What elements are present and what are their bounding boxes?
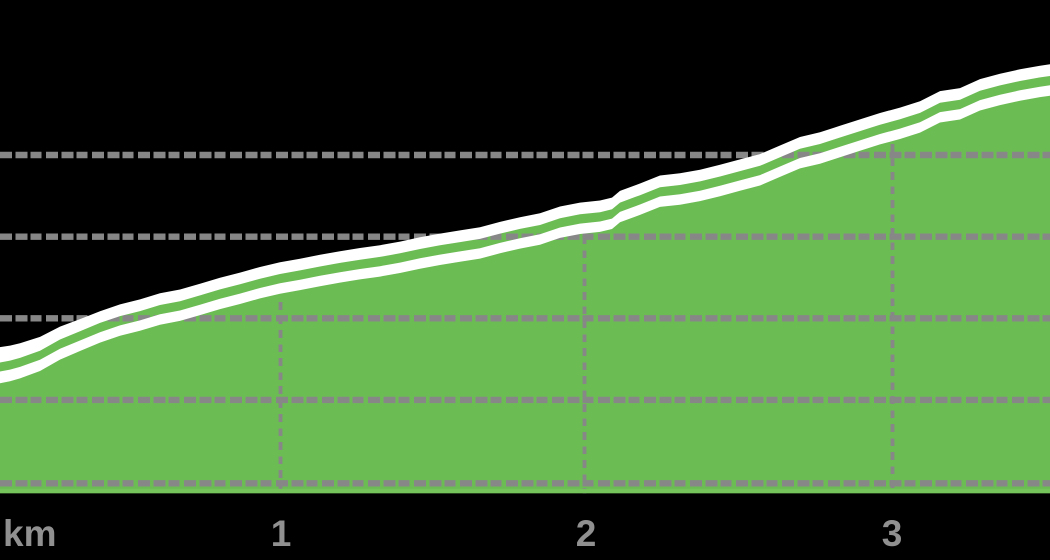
svg-text:km: km bbox=[3, 513, 56, 554]
svg-text:2: 2 bbox=[576, 513, 597, 554]
svg-text:1: 1 bbox=[271, 513, 292, 554]
svg-text:3: 3 bbox=[882, 513, 903, 554]
